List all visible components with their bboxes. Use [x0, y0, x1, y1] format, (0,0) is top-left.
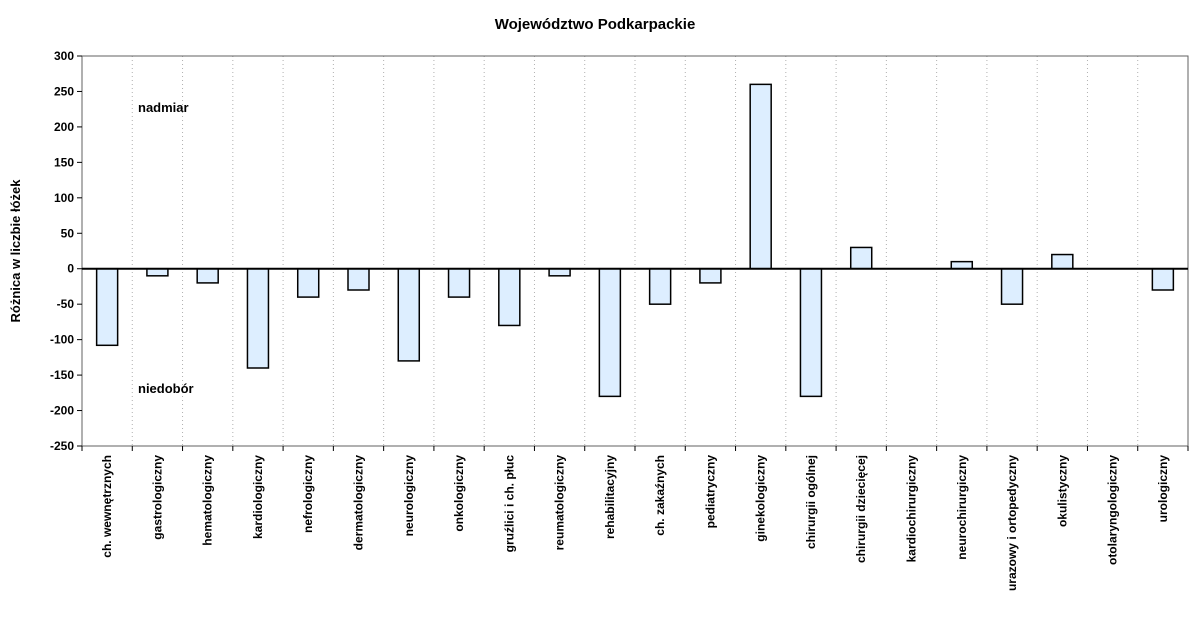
gridlines — [131, 56, 1139, 446]
bar — [799, 267, 823, 398]
bar — [397, 267, 421, 362]
bar — [1000, 267, 1024, 305]
bar — [1151, 267, 1175, 291]
plot-frame — [81, 55, 1189, 447]
x-category-label: kardiochirurgiczny — [905, 455, 919, 563]
y-axis-label: Różnica w liczbie łóżek — [8, 179, 23, 323]
bar — [548, 267, 571, 277]
bar — [146, 267, 169, 277]
x-category-labels: ch. wewnętrznych gastrologiczny hematologi… — [100, 455, 1170, 591]
x-category-label: neurochirurgiczny — [955, 455, 969, 560]
y-tick-label: 100 — [54, 191, 74, 205]
y-tick-label: 300 — [54, 49, 74, 63]
y-tick-label: -50 — [57, 297, 75, 311]
bars — [95, 83, 1175, 398]
bar — [347, 267, 370, 291]
bar — [498, 267, 521, 327]
y-tick-label: -200 — [50, 404, 74, 418]
y-tick-label: 250 — [54, 84, 74, 98]
y-tick-label: 200 — [54, 120, 74, 134]
x-category-label: chirurgii ogólnej — [804, 455, 818, 549]
bar — [95, 267, 119, 347]
bar — [950, 260, 974, 270]
x-category-label: reumatologiczny — [553, 455, 567, 551]
bar — [598, 267, 622, 398]
x-category-label: dermatologiczny — [352, 455, 366, 551]
bar — [447, 267, 471, 298]
x-category-label: ch. wewnętrznych — [100, 455, 114, 558]
y-tick-label: 150 — [54, 155, 74, 169]
bar — [699, 267, 722, 284]
y-tick-label: -100 — [50, 333, 74, 347]
x-category-label: ginekologiczny — [754, 455, 768, 542]
bar — [648, 267, 672, 305]
x-category-label: gruźlici i ch. płuc — [502, 455, 516, 553]
x-category-label: ch. zakaźnych — [653, 455, 667, 536]
x-category-label: urologiczny — [1156, 455, 1170, 523]
x-category-label: nefrologiczny — [301, 455, 315, 533]
x-category-label: otolaryngologiczny — [1106, 455, 1120, 565]
x-category-label: chirurgii dziecięcej — [854, 455, 868, 563]
x-category-label: rehabilitacyjny — [603, 455, 617, 539]
axes — [77, 55, 1189, 451]
x-category-label: hematologiczny — [201, 455, 215, 546]
x-category-label: gastrologiczny — [150, 455, 164, 540]
chart-title: Województwo Podkarpackie — [495, 16, 696, 33]
x-category-label: okulistyczny — [1055, 455, 1069, 527]
annotation-niedobor: niedobór — [138, 381, 194, 396]
y-tick-label: 50 — [61, 226, 75, 240]
annotation-nadmiar: nadmiar — [138, 100, 189, 115]
bar — [196, 267, 219, 284]
x-category-label: onkologiczny — [452, 455, 466, 532]
y-tick-label: -250 — [50, 439, 74, 453]
bar — [749, 83, 772, 270]
bar — [246, 267, 270, 369]
bar — [296, 267, 320, 298]
x-category-label: neurologiczny — [402, 455, 416, 537]
x-category-label: urazowy i ortopedyczny — [1005, 455, 1019, 591]
y-tick-label: 0 — [67, 262, 74, 276]
x-category-label: pediatryczny — [703, 455, 717, 529]
y-tick-label: -150 — [50, 368, 74, 382]
bar — [1051, 253, 1074, 270]
x-category-label: kardiologiczny — [251, 455, 265, 539]
bar — [849, 246, 873, 270]
y-tick-labels: 300 250 200 150 100 50 0 -50 -100 -150 -200 -250 — [50, 49, 74, 453]
